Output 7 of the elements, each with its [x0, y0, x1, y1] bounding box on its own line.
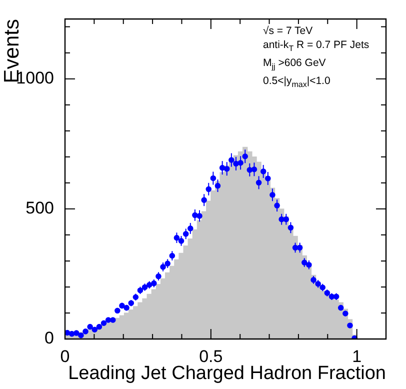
y-tick-label: 500: [26, 198, 54, 218]
x-tick-label: 0: [60, 346, 70, 366]
y-tick-label: 0: [44, 328, 54, 348]
annotation: M$_{jj}$ >606 GeV: [263, 56, 327, 74]
annotation: 0.5<|y$_{max}$|<1.0: [263, 74, 332, 92]
annotation: anti-k$_{T}$ R = 0.7 PF Jets: [263, 38, 370, 56]
annotation: √s = 7 TeV: [263, 24, 314, 38]
